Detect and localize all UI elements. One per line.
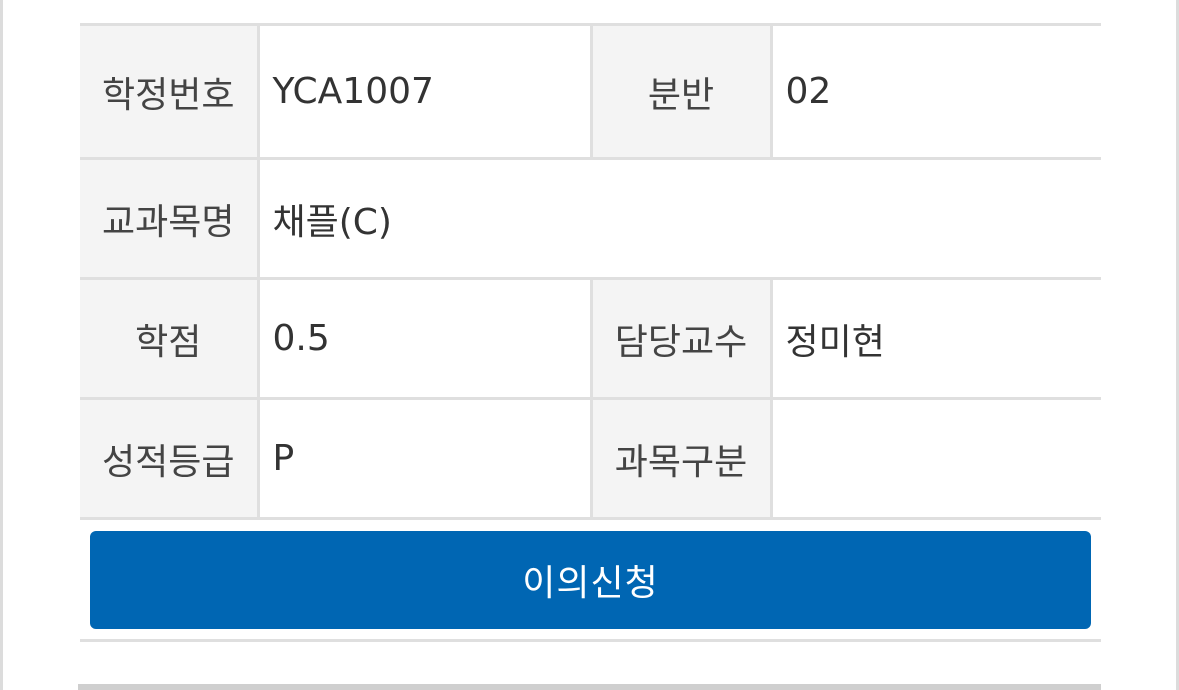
button-area: 이의신청 [80, 522, 1101, 642]
course-code-label: 학정번호 [80, 24, 258, 160]
section-label: 분반 [589, 24, 771, 160]
table-row: 성적등급 P 과목구분 [80, 398, 1101, 520]
bottom-divider [78, 684, 1101, 690]
category-value [769, 398, 1101, 520]
table-row: 학정번호 YCA1007 분반 02 [80, 24, 1101, 160]
credits-label: 학점 [80, 278, 258, 400]
table-row: 학점 0.5 담당교수 정미현 [80, 278, 1101, 400]
grade-detail-table: 학정번호 YCA1007 분반 02 교과목명 채플(C) 학점 0.5 담당교… [80, 23, 1101, 520]
table-row: 교과목명 채플(C) [80, 158, 1101, 280]
credits-value: 0.5 [256, 278, 591, 400]
grade-label: 성적등급 [80, 398, 258, 520]
appeal-button[interactable]: 이의신청 [90, 531, 1091, 629]
grade-value: P [256, 398, 591, 520]
category-label: 과목구분 [589, 398, 771, 520]
right-border [1176, 0, 1179, 690]
course-name-label: 교과목명 [80, 158, 258, 280]
section-value: 02 [769, 24, 1101, 160]
course-name-value: 채플(C) [256, 158, 1101, 280]
left-border [0, 0, 3, 690]
professor-value: 정미현 [769, 278, 1101, 400]
professor-label: 담당교수 [589, 278, 771, 400]
course-code-value: YCA1007 [256, 24, 591, 160]
